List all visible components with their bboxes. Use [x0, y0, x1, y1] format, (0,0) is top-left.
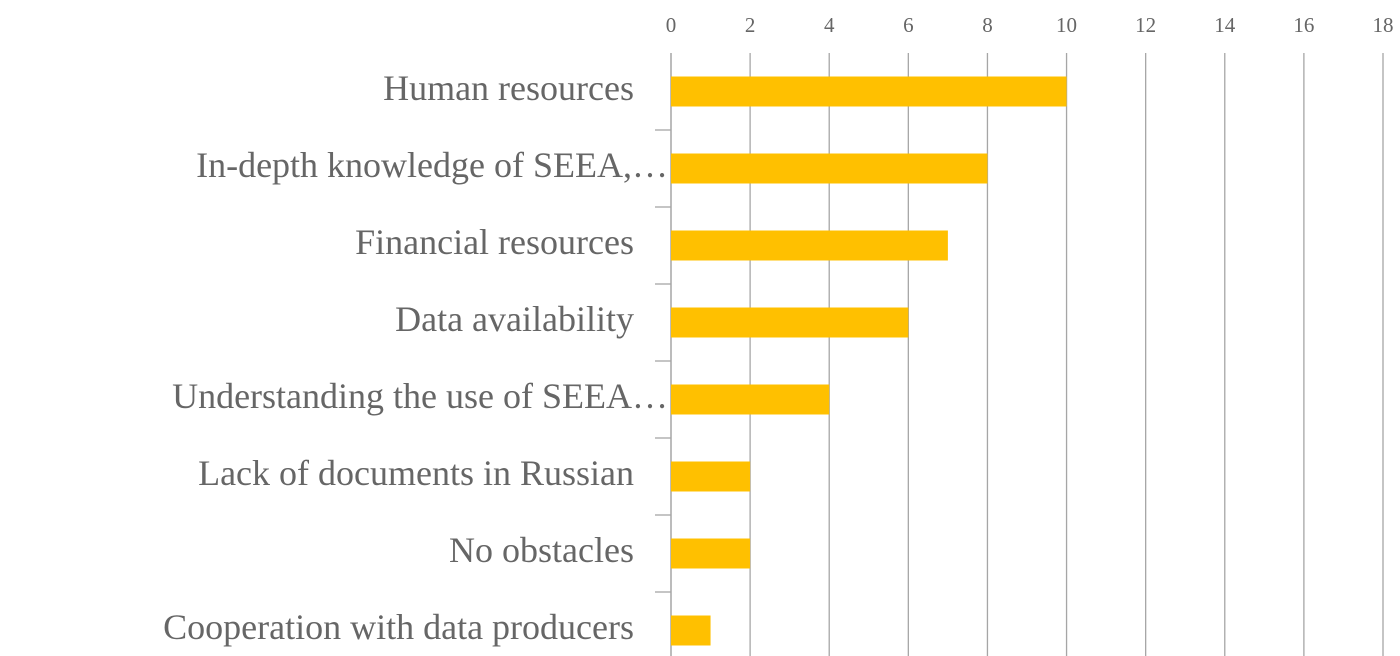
y-tick-label: Data availability: [395, 299, 634, 339]
x-tick-label: 2: [745, 13, 756, 37]
y-tick-label: Cooperation with data producers: [163, 607, 634, 647]
x-tick-label: 0: [666, 13, 677, 37]
y-tick-label: Human resources: [383, 68, 634, 108]
bar: [671, 76, 1067, 107]
bar: [671, 153, 988, 184]
y-tick-label: In-depth knowledge of SEEA,…: [196, 145, 668, 185]
x-tick-label: 14: [1214, 13, 1236, 37]
y-tick-label: No obstacles: [449, 530, 634, 570]
bar: [671, 461, 751, 492]
x-tick-label: 18: [1373, 13, 1394, 37]
x-tick-label: 4: [824, 13, 835, 37]
bar: [671, 384, 830, 415]
y-tick-label: Financial resources: [355, 222, 634, 262]
x-tick-label: 6: [903, 13, 914, 37]
bar: [671, 230, 948, 261]
x-tick-label: 8: [982, 13, 993, 37]
bar: [671, 307, 909, 338]
x-tick-label: 10: [1056, 13, 1077, 37]
bar: [671, 538, 751, 569]
y-tick-label: Lack of documents in Russian: [198, 453, 634, 493]
x-tick-label: 12: [1135, 13, 1156, 37]
x-tick-label: 16: [1293, 13, 1314, 37]
y-tick-label: Understanding the use of SEEA…: [172, 376, 668, 416]
bar: [671, 615, 711, 646]
